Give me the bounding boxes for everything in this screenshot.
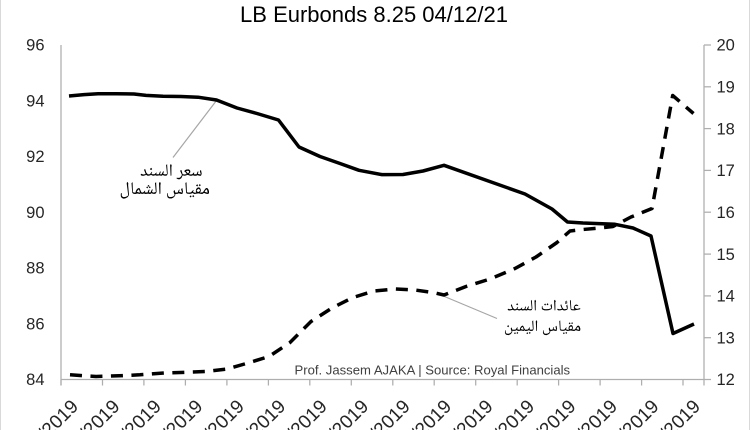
svg-text:16: 16 [717, 204, 735, 222]
svg-text:LB Eurbonds 8.25 04/12/21: LB Eurbonds 8.25 04/12/21 [240, 2, 508, 27]
svg-text:94: 94 [26, 93, 44, 111]
svg-text:14: 14 [717, 288, 735, 306]
svg-text:12: 12 [717, 371, 735, 389]
svg-text:96: 96 [26, 37, 44, 55]
svg-text:17: 17 [717, 162, 735, 180]
svg-text:92: 92 [26, 148, 44, 166]
svg-text:19: 19 [717, 79, 735, 97]
svg-text:15: 15 [717, 246, 735, 264]
svg-text:Prof. Jassem AJAKA | Source: R: Prof. Jassem AJAKA | Source: Royal Finan… [295, 363, 571, 378]
svg-text:88: 88 [26, 260, 44, 278]
svg-text:13: 13 [717, 329, 735, 347]
svg-text:18: 18 [717, 120, 735, 138]
svg-text:86: 86 [26, 315, 44, 333]
svg-text:20: 20 [717, 37, 735, 55]
svg-text:84: 84 [26, 371, 44, 389]
svg-text:90: 90 [26, 204, 44, 222]
